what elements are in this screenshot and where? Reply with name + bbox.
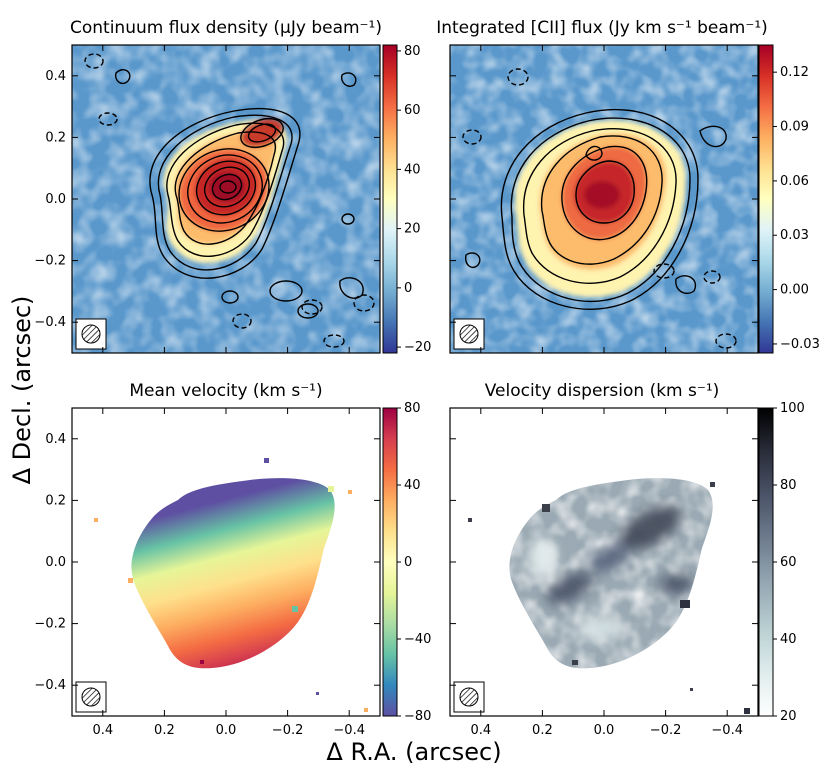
colorbar-tick-label: 60 [404, 103, 421, 118]
beam-icon [75, 318, 107, 350]
colorbar-tick-label: 0.03 [780, 228, 809, 243]
x-tick-label: 0.0 [594, 723, 615, 738]
colorbar-tick-label: −0.03 [780, 337, 820, 352]
beam-icon [75, 681, 107, 713]
colorbar-tick-label: 20 [404, 222, 421, 237]
colorbar-tick-label: 0 [404, 281, 412, 296]
x-tick-label: −0.2 [650, 723, 682, 738]
colorbar-tick-label: 100 [780, 401, 805, 416]
panel-continuum-title: Continuum flux density (μJy beam⁻¹) [70, 18, 382, 38]
colorbar-tick-label: −80 [404, 709, 431, 724]
y-tick-label: 0.2 [45, 130, 66, 145]
colorbar-tick-label: 40 [404, 162, 421, 177]
cii-map [450, 45, 758, 353]
colorbar-tick-label: 60 [780, 555, 797, 570]
y-tick-label: 0.0 [45, 555, 66, 570]
y-tick-label: −0.4 [34, 315, 66, 330]
x-tick-label: −0.2 [272, 723, 304, 738]
colorbar-tick-label: 0.06 [780, 174, 809, 189]
x-tick-label: −0.4 [333, 723, 365, 738]
x-tick-label: 0.2 [532, 723, 553, 738]
x-tick-label: 0.4 [470, 723, 491, 738]
panel-dispersion: Velocity dispersion (km s⁻¹) [449, 381, 805, 738]
panel-cii-title: Integrated [CII] flux (Jy km s⁻¹ beam⁻¹) [436, 18, 768, 38]
x-tick-label: −0.4 [711, 723, 743, 738]
dispersion-specks [468, 482, 750, 714]
x-tick-label: 0.0 [216, 723, 237, 738]
dispersion-map [450, 408, 758, 716]
colorbar-velocity: 80 40 0 −40 −80 [382, 401, 431, 724]
y-tick-label: 0.0 [45, 192, 66, 207]
colorbar-tick-label: 20 [780, 709, 797, 724]
colorbar-cii: 0.12 0.09 0.06 0.03 0.00 −0.03 [758, 44, 820, 354]
x-tick-label: 0.2 [154, 723, 175, 738]
colorbar-tick-label: 40 [404, 478, 421, 493]
x-tick-label: 0.4 [92, 723, 113, 738]
panel-continuum: Continuum flux density (μJy beam⁻¹) [34, 18, 431, 355]
y-tick-label: −0.2 [34, 254, 66, 269]
velocity-specks [94, 458, 368, 712]
beam-icon [453, 681, 485, 713]
continuum-map [72, 45, 380, 353]
y-tick-label: −0.2 [34, 617, 66, 632]
colorbar-dispersion: 100 80 60 40 20 [758, 401, 805, 724]
colorbar-tick-label: 40 [780, 632, 797, 647]
panel-cii: Integrated [CII] flux (Jy km s⁻¹ beam⁻¹) [436, 18, 820, 354]
colorbar-tick-label: 80 [780, 478, 797, 493]
colorbar-tick-label: −40 [404, 632, 431, 647]
panel-velocity-title: Mean velocity (km s⁻¹) [129, 381, 322, 401]
colorbar-tick-label: 0.12 [780, 65, 809, 80]
colorbar-tick-label: 0 [404, 555, 412, 570]
colorbar-tick-label: 80 [404, 44, 421, 59]
colorbar-tick-label: −20 [404, 340, 431, 355]
beam-icon [453, 318, 485, 350]
panel-dispersion-title: Velocity dispersion (km s⁻¹) [485, 381, 720, 401]
x-axis-label: Δ R.A. (arcsec) [326, 738, 501, 766]
y-tick-label: 0.4 [45, 69, 66, 84]
y-axis-label: Δ Decl. (arcsec) [8, 296, 36, 485]
colorbar-tick-label: 0.00 [780, 283, 809, 298]
velocity-map [72, 408, 380, 716]
colorbar-tick-label: 80 [404, 401, 421, 416]
panel-velocity: Mean velocity (km s⁻¹) [34, 381, 431, 738]
y-tick-label: 0.2 [45, 493, 66, 508]
y-tick-label: −0.4 [34, 678, 66, 693]
y-tick-label: 0.4 [45, 432, 66, 447]
colorbar-tick-label: 0.09 [780, 120, 809, 135]
colorbar-continuum: 80 60 40 20 0 −20 [382, 44, 431, 355]
